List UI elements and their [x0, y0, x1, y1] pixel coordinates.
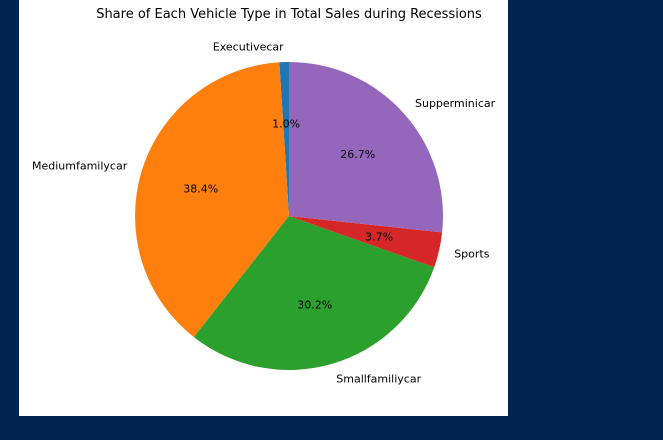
- pie-slice-supperminicar: [289, 62, 443, 233]
- pie-labels: Executivecar 1.0% Mediumfamilycar 38.4% Smal…: [32, 41, 496, 386]
- slice-label-smallfamiliycar: Smallfamiliycar: [336, 373, 421, 386]
- slice-percent-sports: 3.7%: [365, 230, 393, 243]
- chart-title: Share of Each Vehicle Type in Total Sale…: [96, 7, 482, 22]
- slice-percent-smallfamiliycar: 30.2%: [297, 299, 332, 312]
- pie-chart: Share of Each Vehicle Type in Total Sale…: [32, 7, 496, 386]
- slice-percent-supperminicar: 26.7%: [340, 148, 375, 161]
- slice-label-mediumfamilycar: Mediumfamilycar: [32, 160, 128, 173]
- pie-slices: [135, 62, 443, 370]
- slice-label-executivecar: Executivecar: [213, 41, 284, 54]
- chart-figure: Share of Each Vehicle Type in Total Sale…: [19, 0, 508, 416]
- slice-percent-mediumfamilycar: 38.4%: [183, 183, 218, 196]
- pie-slice-smallfamiliycar: [193, 216, 435, 370]
- slice-percent-executivecar: 1.0%: [272, 118, 300, 131]
- pie-slice-executivecar: [279, 62, 289, 216]
- slice-label-supperminicar: Supperminicar: [415, 97, 496, 110]
- slice-label-sports: Sports: [454, 247, 490, 260]
- pie-slice-sports: [289, 216, 443, 268]
- pie-slice-mediumfamilycar: [135, 62, 289, 338]
